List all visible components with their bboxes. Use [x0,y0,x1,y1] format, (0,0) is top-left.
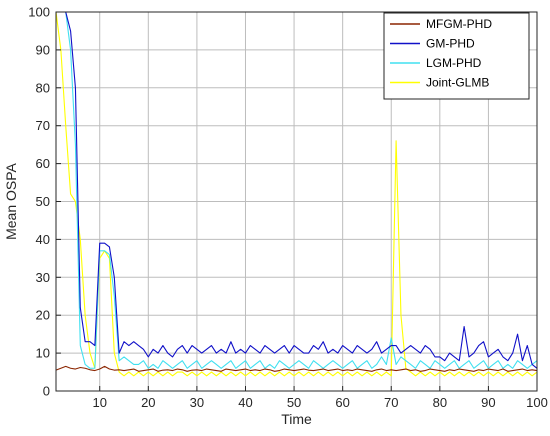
x-tick-label: 80 [433,395,447,410]
series-line-mfgm-phd [55,365,538,372]
y-tick-label: 60 [36,156,50,171]
x-tick-label: 100 [526,395,548,410]
y-tick-label: 0 [43,384,50,399]
legend-label: GM-PHD [426,37,475,51]
y-tick-label: 30 [36,270,50,285]
x-tick-label: 60 [335,395,349,410]
x-tick-label: 40 [238,395,252,410]
grid [56,12,537,391]
tick-labels: 10 20 30 40 50 60 70 80 90 100 0 10 20 30 40 50 60 70 80 90… [28,5,548,411]
legend-label: Joint-GLMB [426,76,489,90]
y-tick-label: 10 [36,346,50,361]
x-tick-label: 50 [287,395,301,410]
legend: MFGM-PHD GM-PHD LGM-PHD Joint-GLMB [383,12,530,100]
x-tick-label: 20 [141,395,155,410]
y-tick-label: 20 [36,308,50,323]
legend-label: MFGM-PHD [426,17,492,31]
legend-box [383,12,530,100]
y-tick-label: 50 [36,194,50,209]
x-tick-label: 70 [384,395,398,410]
y-axis-label: Mean OSPA [3,162,19,239]
x-tick-label: 90 [481,395,495,410]
series-line-gm-phd [56,11,538,369]
y-tick-label: 80 [36,80,50,95]
x-axis-label: Time [281,411,312,427]
x-tick-label: 30 [190,395,204,410]
y-tick-label: 90 [36,42,50,57]
legend-label: LGM-PHD [426,56,482,70]
y-tick-label: 100 [28,5,50,20]
series-lines [55,11,538,377]
y-tick-label: 40 [36,232,50,247]
series-line-lgm-phd [56,11,538,369]
y-tick-label: 70 [36,118,50,133]
series-line-joint-glmb [55,11,538,377]
x-tick-label: 10 [92,395,106,410]
